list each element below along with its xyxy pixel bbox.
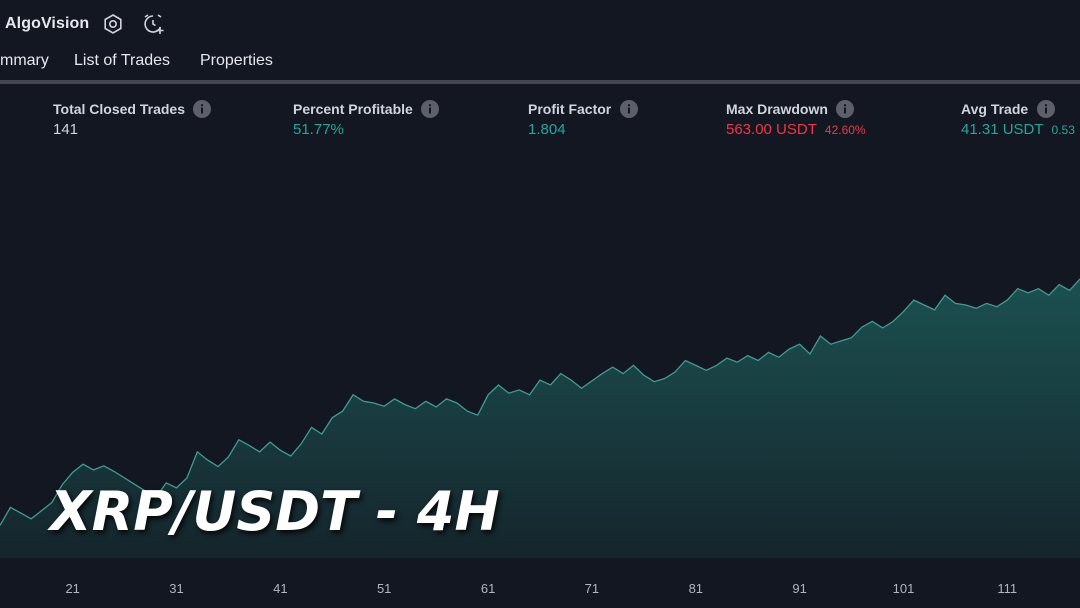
- x-tick-label: 111: [997, 581, 1017, 596]
- x-tick-label: 71: [585, 581, 599, 596]
- x-tick-label: 51: [377, 581, 391, 596]
- info-icon[interactable]: [1036, 100, 1055, 118]
- strategy-header: AlgoVision mmary List of Trades Properti…: [0, 0, 1080, 80]
- strategy-name: AlgoVision: [5, 15, 90, 32]
- x-tick-label: 61: [481, 581, 495, 596]
- metric-label: Max Drawdown: [726, 101, 828, 117]
- equity-area: [0, 278, 1080, 558]
- equity-area-fill: [0, 278, 1080, 558]
- info-icon[interactable]: [421, 100, 440, 118]
- metric-percent-profitable: Percent Profitable 51.77%: [293, 100, 440, 139]
- x-axis: 21 31 41 51 61 71 81 91 101 111: [65, 581, 1017, 596]
- metric-label: Percent Profitable: [293, 101, 413, 117]
- x-tick-label: 31: [169, 581, 183, 596]
- metric-label: Total Closed Trades: [53, 101, 185, 117]
- overlay-title: XRP/USDT - 4H: [50, 480, 500, 543]
- header-divider: [0, 80, 1080, 84]
- tab-performance-summary[interactable]: mmary: [0, 52, 49, 69]
- x-tick-label: 21: [65, 581, 79, 596]
- metric-avg-trade: Avg Trade 41.31 USDT 0.53: [961, 100, 1075, 138]
- equity-chart: 21 31 41 51 61 71 81 91 101 111: [0, 278, 1080, 608]
- metric-value: 563.00 USDT 42.60%: [726, 121, 866, 139]
- metric-profit-factor: Profit Factor 1.804: [528, 100, 638, 138]
- x-tick-label: 81: [689, 581, 703, 596]
- metric-label: Avg Trade: [961, 101, 1029, 117]
- metric-value: 41.31 USDT 0.53: [961, 121, 1075, 139]
- x-axis-band: [0, 558, 1080, 608]
- x-tick-label: 101: [893, 581, 915, 596]
- metric-sub-value: 42.60%: [824, 123, 866, 138]
- metrics-row: Total Closed Trades 141 Percent Profitab…: [0, 100, 1080, 150]
- x-tick-label: 41: [273, 581, 287, 596]
- metric-label: Profit Factor: [528, 101, 612, 117]
- metric-value: 141: [53, 121, 79, 139]
- metric-total-closed-trades: Total Closed Trades 141: [53, 100, 212, 139]
- metric-sub-value: 0.53: [1051, 123, 1075, 138]
- metric-value: 1.804: [528, 121, 566, 139]
- x-tick-label: 91: [792, 581, 806, 596]
- alarm-add-icon[interactable]: [142, 13, 164, 35]
- info-icon[interactable]: [193, 100, 212, 118]
- settings-icon[interactable]: [102, 13, 124, 35]
- metric-max-drawdown: Max Drawdown 563.00 USDT 42.60%: [726, 100, 866, 138]
- equity-line: [0, 278, 1080, 526]
- info-icon[interactable]: [619, 100, 638, 118]
- tab-properties[interactable]: Properties: [200, 52, 273, 69]
- tab-list-of-trades[interactable]: List of Trades: [74, 52, 171, 69]
- info-icon[interactable]: [836, 100, 855, 118]
- metric-value: 51.77%: [293, 121, 344, 139]
